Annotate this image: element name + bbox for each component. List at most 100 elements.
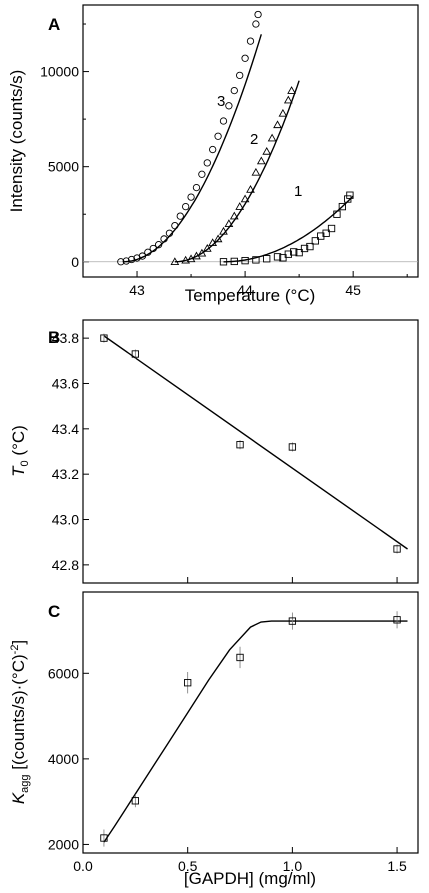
data-point-series-2 bbox=[240, 194, 250, 203]
data-point-series-2 bbox=[224, 219, 234, 227]
data-point-series-3 bbox=[254, 10, 262, 19]
panel-c-y-tick-label: 6000 bbox=[48, 665, 79, 681]
data-point-series-3 bbox=[236, 71, 244, 80]
panel-b-y-tick-label: 43.0 bbox=[52, 512, 79, 528]
data-point-series-3 bbox=[160, 235, 168, 243]
data-point-series-3 bbox=[246, 37, 255, 45]
data-point-series-1 bbox=[263, 255, 271, 263]
panel-c: C 0.0 0.5 1.0 1.5 2000 4000 6000 [GAPDH] (mg/m… bbox=[9, 591, 419, 888]
panel-c-data-point bbox=[184, 679, 192, 687]
panel-c-x-tick-label: 0.5 bbox=[178, 858, 198, 874]
panel-c-frame bbox=[82, 591, 419, 854]
panel-c-x-tick-label: 1.5 bbox=[387, 858, 407, 874]
data-point-series-2 bbox=[197, 248, 207, 257]
data-point-series-1 bbox=[333, 210, 341, 218]
panel-c-letter: C bbox=[48, 602, 60, 621]
data-point-series-1 bbox=[273, 253, 282, 261]
panel-b-data-point bbox=[100, 334, 108, 342]
panel-c-data-point bbox=[100, 834, 108, 842]
data-point-series-3 bbox=[149, 244, 157, 253]
data-point-series-2 bbox=[287, 86, 296, 94]
panel-b-ticks: 42.8 43.0 43.2 43.4 43.6 43.8 bbox=[52, 330, 398, 583]
panel-a-letter: A bbox=[48, 15, 60, 34]
panel-b-data-point bbox=[393, 545, 401, 553]
panel-c-data-point bbox=[236, 653, 244, 662]
curve-label-2: 2 bbox=[250, 131, 258, 148]
panel-b-data-points bbox=[100, 333, 401, 554]
panel-b-data-point bbox=[131, 350, 139, 358]
data-point-series-1 bbox=[290, 248, 298, 256]
data-point-series-1 bbox=[295, 249, 303, 257]
panel-a-frame bbox=[82, 4, 419, 278]
panel-a-data-points bbox=[117, 10, 354, 266]
panel-b-y-tick-label: 43.2 bbox=[52, 466, 79, 482]
data-point-series-2 bbox=[246, 184, 255, 193]
panel-b-y-tick-label: 43.8 bbox=[52, 330, 79, 346]
panel-c-x-tick-label: 0.0 bbox=[73, 858, 93, 874]
panel-b: B 42.8 43.0 43.2 43.4 43.6 43.8 T0 (°C) bbox=[9, 319, 419, 584]
panel-b-y-axis-title: T0 (°C) bbox=[9, 425, 31, 477]
data-point-series-2 bbox=[256, 156, 266, 165]
data-point-series-3 bbox=[225, 102, 233, 110]
data-point-series-3 bbox=[214, 132, 222, 140]
data-point-series-3 bbox=[182, 202, 190, 211]
panel-c-y-tick-label: 4000 bbox=[48, 751, 79, 767]
panel-c-y-axis-title: Kagg [(counts/s)·(°C)-2] bbox=[9, 640, 31, 804]
data-point-series-3 bbox=[209, 145, 217, 154]
data-point-series-2 bbox=[181, 255, 191, 264]
data-point-series-1 bbox=[300, 244, 309, 253]
data-point-series-3 bbox=[219, 117, 228, 125]
panel-c-data-point bbox=[393, 616, 401, 624]
data-point-series-3 bbox=[117, 258, 125, 266]
panel-c-ticks: 0.0 0.5 1.0 1.5 2000 4000 6000 bbox=[48, 665, 407, 874]
data-point-series-1 bbox=[284, 250, 292, 258]
panel-a-x-tick-label: 43 bbox=[129, 282, 145, 298]
panel-c-data-point bbox=[288, 617, 297, 625]
curve-label-3: 3 bbox=[217, 93, 225, 110]
data-point-series-2 bbox=[278, 108, 288, 117]
panel-a-fit-curves bbox=[122, 34, 354, 263]
panel-a-y-tick-label: 0 bbox=[71, 254, 79, 270]
panel-b-data-point bbox=[236, 441, 244, 449]
data-point-series-2 bbox=[170, 257, 180, 266]
data-point-series-2 bbox=[267, 133, 277, 142]
panel-c-data-point bbox=[131, 797, 139, 805]
data-point-series-2 bbox=[262, 146, 272, 155]
data-point-series-3 bbox=[252, 20, 260, 28]
data-point-series-1 bbox=[322, 229, 330, 237]
data-point-series-1 bbox=[327, 224, 336, 233]
panel-c-x-axis-title: [GAPDH] (mg/ml) bbox=[184, 869, 316, 888]
panel-a-y-tick-label: 10000 bbox=[40, 64, 79, 80]
data-point-series-1 bbox=[346, 191, 354, 199]
panel-a-ticks: 43 44 45 0 5000 10000 bbox=[40, 23, 418, 298]
data-point-series-3 bbox=[176, 212, 184, 220]
curve-label-1: 1 bbox=[294, 183, 302, 200]
data-point-series-3 bbox=[133, 254, 141, 262]
data-point-series-3 bbox=[187, 193, 195, 201]
fit-curve-3 bbox=[122, 34, 262, 263]
data-point-series-2 bbox=[208, 238, 218, 247]
data-point-series-3 bbox=[192, 183, 201, 192]
panel-a-x-tick-label: 44 bbox=[237, 282, 253, 298]
panel-b-y-tick-label: 43.6 bbox=[52, 375, 79, 391]
fit-curve-1 bbox=[223, 195, 354, 263]
data-point-series-1 bbox=[230, 257, 238, 266]
data-point-series-2 bbox=[283, 95, 293, 104]
panel-c-y-tick-label: 2000 bbox=[48, 836, 79, 852]
panel-b-data-point bbox=[288, 443, 297, 451]
data-point-series-3 bbox=[241, 54, 249, 62]
data-point-series-3 bbox=[122, 257, 130, 265]
data-point-series-3 bbox=[138, 252, 147, 260]
panel-b-letter: B bbox=[48, 328, 60, 347]
panel-a-x-tick-label: 45 bbox=[345, 282, 361, 298]
data-point-series-2 bbox=[251, 167, 261, 176]
panel-c-data-points bbox=[100, 611, 401, 847]
panel-a: A 43 44 45 0 5000 10000 3 2 1 Temperature (°C… bbox=[7, 4, 419, 305]
panel-a-y-tick-label: 5000 bbox=[48, 159, 79, 175]
panel-c-x-tick-label: 1.0 bbox=[283, 858, 303, 874]
data-point-series-3 bbox=[203, 159, 211, 167]
data-point-series-3 bbox=[154, 241, 163, 249]
panel-b-y-tick-label: 42.8 bbox=[52, 557, 79, 573]
data-point-series-2 bbox=[213, 234, 223, 243]
